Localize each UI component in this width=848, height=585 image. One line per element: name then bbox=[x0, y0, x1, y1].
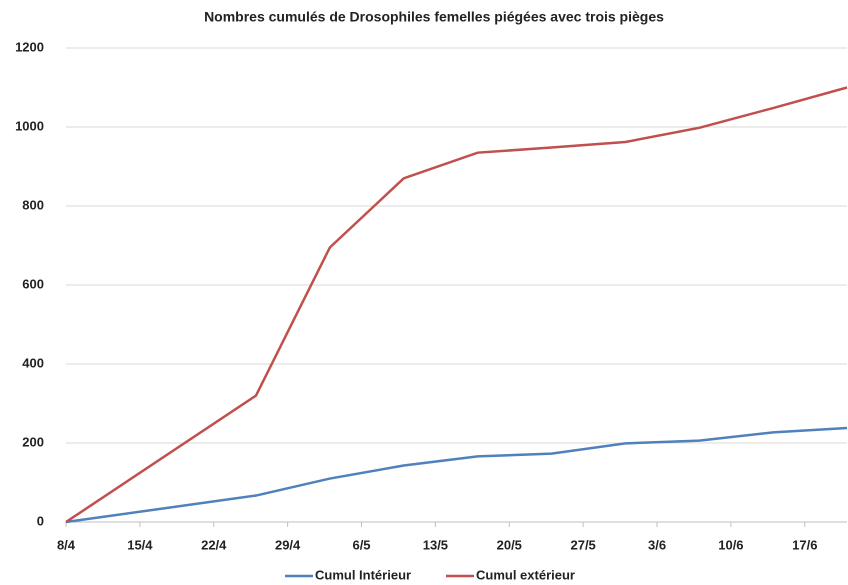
x-tick-label: 3/6 bbox=[648, 537, 666, 552]
x-tick-label: 10/6 bbox=[718, 537, 743, 552]
x-tick-label: 17/6 bbox=[792, 537, 817, 552]
chart-title: Nombres cumulés de Drosophiles femelles … bbox=[204, 9, 664, 25]
x-tick-label: 20/5 bbox=[497, 537, 522, 552]
legend-label: Cumul extérieur bbox=[476, 567, 575, 582]
x-tick-label: 8/4 bbox=[57, 537, 76, 552]
y-tick-label: 1200 bbox=[15, 39, 44, 54]
x-tick-label: 29/4 bbox=[275, 537, 301, 552]
y-tick-label: 800 bbox=[22, 197, 44, 212]
y-tick-label: 400 bbox=[22, 355, 44, 370]
x-tick-label: 15/4 bbox=[127, 537, 153, 552]
y-tick-label: 600 bbox=[22, 276, 44, 291]
y-tick-label: 1000 bbox=[15, 118, 44, 133]
legend-label: Cumul Intérieur bbox=[315, 567, 411, 582]
series-line bbox=[65, 426, 848, 524]
series-line bbox=[65, 86, 848, 524]
x-tick-label: 13/5 bbox=[423, 537, 448, 552]
x-tick-label: 6/5 bbox=[352, 537, 370, 552]
x-tick-label: 22/4 bbox=[201, 537, 227, 552]
y-tick-label: 200 bbox=[22, 434, 44, 449]
x-tick-label: 27/5 bbox=[570, 537, 595, 552]
y-tick-label: 0 bbox=[37, 513, 44, 528]
